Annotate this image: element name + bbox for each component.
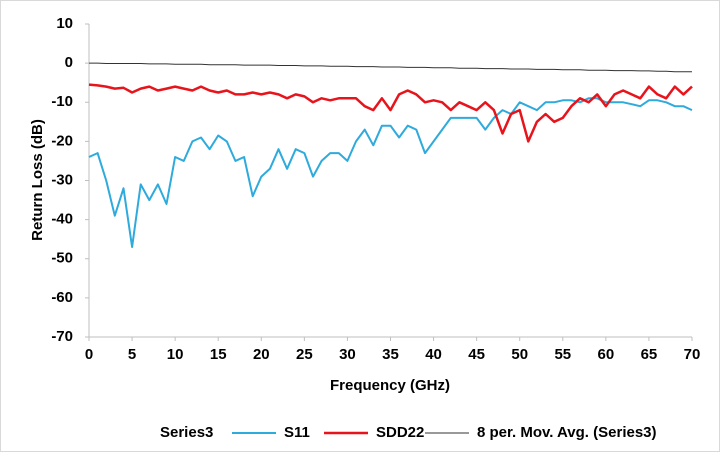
x-tick-label: 35 [382, 346, 399, 363]
y-axis-title: Return Loss (dB) [29, 119, 46, 241]
y-tick-label: -60 [51, 289, 73, 306]
x-tick-label: 15 [210, 346, 227, 363]
x-tick-label: 10 [167, 346, 184, 363]
legend-label: S11 [284, 424, 310, 441]
y-tick-label: -20 [51, 132, 73, 149]
x-tick-label: 40 [425, 346, 442, 363]
series-line [88, 83, 693, 143]
legend-label: SDD22 [376, 424, 424, 441]
x-tick-label: 60 [598, 346, 615, 363]
y-tick-label: 0 [65, 54, 73, 71]
x-axis-title: Frequency (GHz) [330, 377, 450, 394]
y-tick-label: -10 [51, 93, 73, 110]
legend-label: Series3 [160, 424, 213, 441]
series-line [89, 62, 692, 73]
x-tick-label: 25 [296, 346, 313, 363]
x-tick-label: 55 [554, 346, 571, 363]
y-tick-label: -30 [51, 171, 73, 188]
x-tick-label: 70 [684, 346, 701, 363]
x-tick-label: 45 [468, 346, 485, 363]
y-tick-label: -70 [51, 328, 73, 345]
legend-label: 8 per. Mov. Avg. (Series3) [477, 424, 657, 441]
x-tick-label: 30 [339, 346, 356, 363]
x-tick-label: 20 [253, 346, 270, 363]
x-tick-label: 65 [641, 346, 658, 363]
y-tick-label: -40 [51, 211, 73, 228]
y-tick-label: 10 [56, 15, 73, 32]
x-tick-label: 0 [85, 346, 93, 363]
x-tick-label: 50 [511, 346, 528, 363]
x-tick-label: 5 [128, 346, 136, 363]
y-tick-label: -50 [51, 250, 73, 267]
